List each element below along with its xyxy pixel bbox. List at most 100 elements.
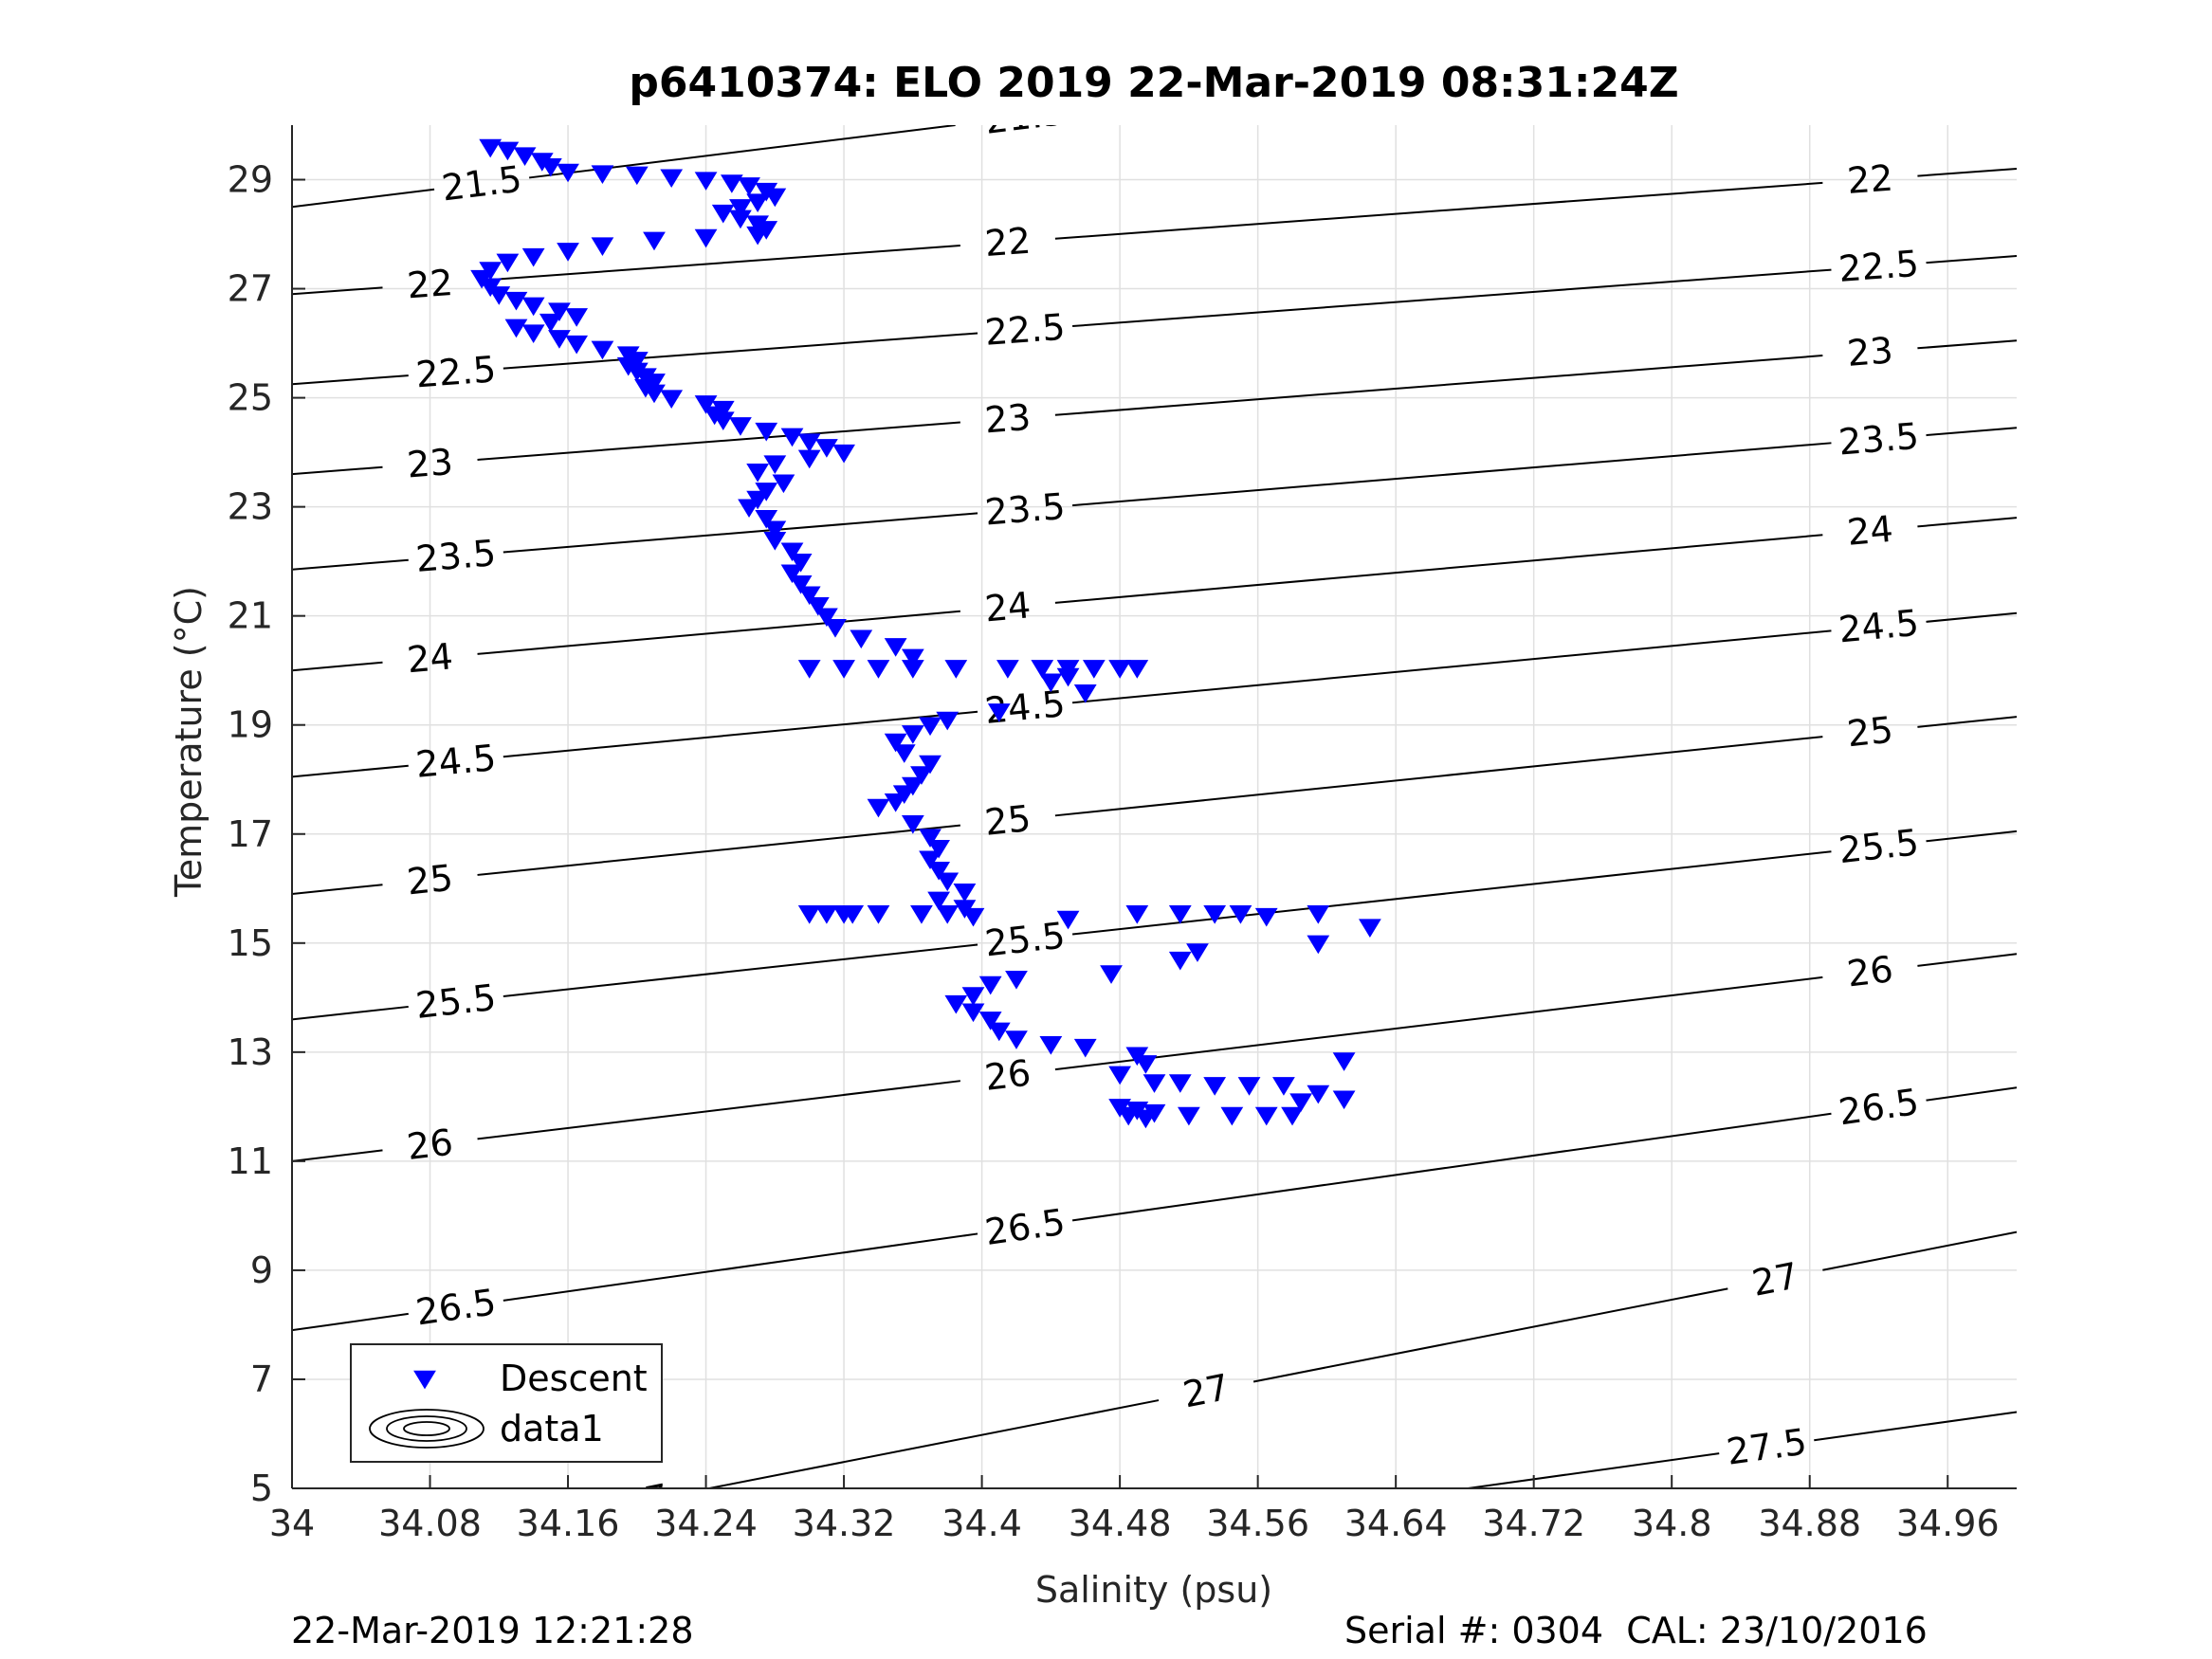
data-point <box>1254 1106 1278 1126</box>
isopycnal-label: 22.5 <box>414 348 498 395</box>
axes: 34 34.08 34.16 34.24 34.32 34.4 34.48 34.56 34.6… <box>228 125 2017 1544</box>
data-point <box>1100 965 1123 984</box>
data-point <box>565 335 589 355</box>
isopycnal-line <box>1054 355 1823 416</box>
data-point <box>557 163 579 183</box>
isopycnal-line <box>477 824 960 876</box>
isopycnal-line <box>292 661 383 672</box>
x-tick-label: 34.88 <box>1758 1503 1861 1544</box>
legend-box <box>350 1343 663 1463</box>
data-point <box>1117 1106 1141 1126</box>
isopycnal-label: 27.5 <box>1724 1421 1809 1473</box>
data-point <box>780 542 804 562</box>
data-point <box>738 177 760 196</box>
data-point <box>479 138 503 158</box>
x-tick-label: 34.96 <box>1896 1503 2000 1544</box>
data-point <box>996 660 1019 679</box>
isopycnal-line <box>503 1232 978 1302</box>
isopycnal-line <box>1072 442 1832 507</box>
data-point <box>987 1022 1011 1042</box>
data-point <box>867 798 890 818</box>
data-point <box>1307 1085 1330 1104</box>
chart-title: p6410374: ELO 2019 22-Mar-2019 08:31:24Z <box>629 59 1678 107</box>
legend-contour-ellipse <box>386 1415 467 1442</box>
isopycnal-label: 21.5 <box>439 158 523 210</box>
data-point <box>504 319 528 338</box>
data-point <box>1125 660 1149 679</box>
data-point <box>919 717 941 737</box>
data-point <box>884 733 907 753</box>
isopycnal-line <box>1917 339 2017 350</box>
data-point <box>797 449 821 469</box>
data-point <box>884 638 907 657</box>
data-point <box>1272 1077 1295 1096</box>
data-point <box>867 904 890 924</box>
isopycnal-line <box>477 610 960 655</box>
data-point <box>521 247 545 267</box>
y-tick-label: 25 <box>228 377 273 419</box>
isopycnal-line <box>1072 629 1832 704</box>
data-point <box>660 169 684 189</box>
data-point <box>780 564 804 584</box>
data-point <box>625 166 649 186</box>
data-point <box>797 660 821 679</box>
isopycnal-line <box>1917 517 2017 528</box>
data-point <box>746 226 770 246</box>
isopycnal-line <box>1468 1452 1720 1488</box>
isopycnal-label: 23.5 <box>1837 415 1921 464</box>
data-point <box>1125 904 1149 924</box>
data-point <box>763 188 787 208</box>
data-point <box>901 815 924 834</box>
isopycnal-label: 24 <box>405 635 454 681</box>
data-point <box>738 499 760 519</box>
isopycnal-line <box>292 1005 409 1021</box>
data-point <box>910 904 933 924</box>
isopycnal-label: 22 <box>1846 157 1894 202</box>
isopycnal-label: 24.5 <box>1837 602 1920 651</box>
data-point <box>1332 1090 1356 1110</box>
data-point <box>591 237 614 256</box>
isopycnal-line <box>1926 830 2017 843</box>
data-point <box>557 243 579 262</box>
isopycnal-label: 26 <box>405 1121 455 1168</box>
data-point <box>1005 1030 1028 1049</box>
data-point <box>1177 1106 1200 1126</box>
isopycnal-line <box>503 332 978 370</box>
data-point <box>789 574 813 594</box>
isopycnal-line <box>477 421 960 461</box>
isopycnal-label: 26.5 <box>413 1281 499 1333</box>
data-point <box>711 411 735 431</box>
data-point <box>832 660 855 679</box>
data-point <box>763 520 787 540</box>
data-point <box>1143 1074 1166 1093</box>
isopycnal-line <box>292 1312 409 1332</box>
data-point <box>763 531 787 551</box>
legend-contour-ellipse <box>369 1409 484 1449</box>
grid-lines <box>292 125 2017 1488</box>
data-point <box>643 231 666 251</box>
isopycnal-label: 22 <box>406 262 454 306</box>
data-point <box>591 165 614 185</box>
y-tick-label: 21 <box>228 595 273 637</box>
isopycnal-line <box>292 764 409 778</box>
data-point <box>815 904 838 924</box>
y-tick-label: 19 <box>228 704 273 746</box>
x-axis-label: Salinity (psu) <box>1035 1569 1272 1611</box>
isopycnal-line <box>1054 736 1823 817</box>
isopycnal-label: 24 <box>1845 508 1894 554</box>
legend-label-data1: data1 <box>500 1408 604 1449</box>
isopycnal-label: 23 <box>406 441 455 486</box>
isopycnal-line <box>1926 1086 2017 1102</box>
data-point <box>487 286 511 305</box>
data-point <box>1203 1077 1227 1096</box>
legend: Descent data1 <box>350 1343 663 1463</box>
isopycnal-line <box>1071 1112 1832 1222</box>
isopycnal-line <box>1926 427 2017 437</box>
data-point <box>729 417 752 436</box>
data-point <box>884 793 907 812</box>
data-point <box>832 444 855 464</box>
data-point <box>755 422 778 442</box>
data-point <box>548 330 571 349</box>
y-axis-label: Temperature (°C) <box>168 586 210 898</box>
footer-timestamp: 22-Mar-2019 12:21:28 <box>291 1610 694 1651</box>
